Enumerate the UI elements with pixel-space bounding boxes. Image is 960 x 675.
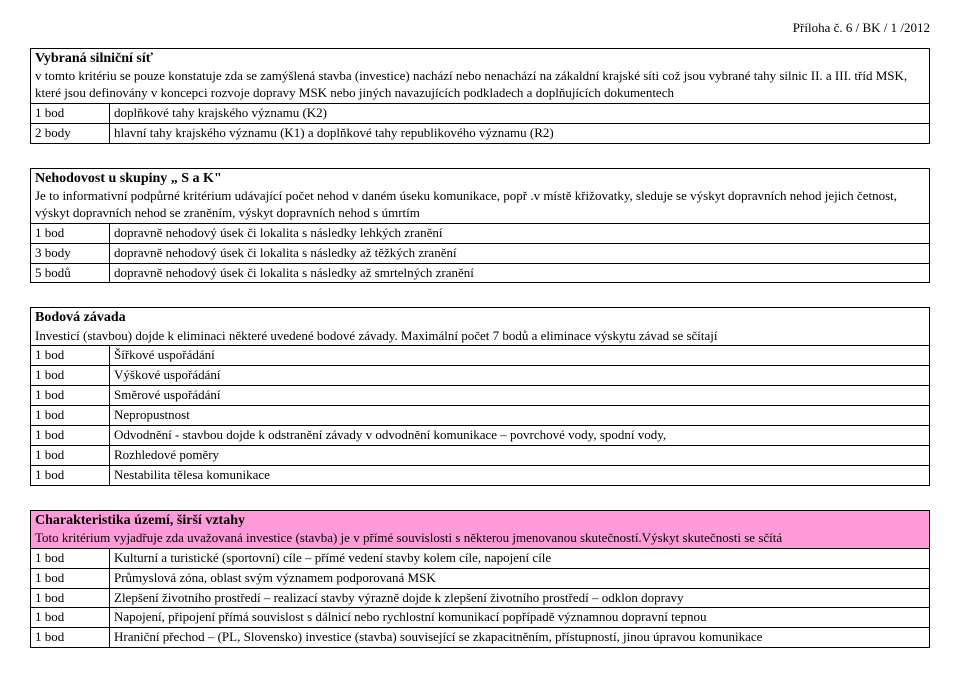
table-row: 1 bod dopravně nehodový úsek či lokalita… xyxy=(31,223,930,243)
points-cell: 1 bod xyxy=(31,568,110,588)
table-row: 1 bodRozhledové poměry xyxy=(31,445,930,465)
section2-header: Nehodovost u skupiny „ S a K" Je to info… xyxy=(31,168,930,223)
text-cell: dopravně nehodový úsek či lokalita s nás… xyxy=(110,223,930,243)
text-cell: Nestabilita tělesa komunikace xyxy=(110,465,930,485)
text-cell: doplňkové tahy krajského významu (K2) xyxy=(110,103,930,123)
table-row: 3 body dopravně nehodový úsek či lokalit… xyxy=(31,243,930,263)
section2-title: Nehodovost u skupiny „ S a K" xyxy=(35,171,222,186)
section1-header: Vybraná silniční síť v tomto kritériu se… xyxy=(31,49,930,104)
section-nehodovost: Nehodovost u skupiny „ S a K" Je to info… xyxy=(30,168,930,284)
table-row: 1 bodPrůmyslová zóna, oblast svým význam… xyxy=(31,568,930,588)
points-cell: 1 bod xyxy=(31,588,110,608)
text-cell: dopravně nehodový úsek či lokalita s nás… xyxy=(110,243,930,263)
table-row: 1 bodOdvodnění - stavbou dojde k odstran… xyxy=(31,426,930,446)
section2-desc: Je to informativní podpůrné kritérium ud… xyxy=(35,188,897,220)
text-cell: Zlepšení životního prostředí – realizací… xyxy=(110,588,930,608)
table-row: 1 bodNapojení, připojení přímá souvislos… xyxy=(31,608,930,628)
appendix-label: Příloha č. 6 / BK / 1 /2012 xyxy=(30,20,930,36)
table-row: 1 bodNepropustnost xyxy=(31,406,930,426)
points-cell: 1 bod xyxy=(31,386,110,406)
text-cell: Hraniční přechod – (PL, Slovensko) inves… xyxy=(110,628,930,648)
table-row: 1 bod doplňkové tahy krajského významu (… xyxy=(31,103,930,123)
section4-title: Charakteristika území, širší vztahy xyxy=(35,513,245,528)
text-cell: Průmyslová zóna, oblast svým významem po… xyxy=(110,568,930,588)
text-cell: Šířkové uspořádání xyxy=(110,346,930,366)
text-cell: Výškové uspořádání xyxy=(110,366,930,386)
text-cell: hlavní tahy krajského významu (K1) a dop… xyxy=(110,123,930,143)
text-cell: dopravně nehodový úsek či lokalita s nás… xyxy=(110,263,930,283)
text-cell: Odvodnění - stavbou dojde k odstranění z… xyxy=(110,426,930,446)
points-cell: 1 bod xyxy=(31,223,110,243)
text-cell: Nepropustnost xyxy=(110,406,930,426)
table-row: 1 bodHraniční přechod – (PL, Slovensko) … xyxy=(31,628,930,648)
points-cell: 1 bod xyxy=(31,103,110,123)
section4-header: Charakteristika území, širší vztahy Toto… xyxy=(31,510,930,548)
text-cell: Směrové uspořádání xyxy=(110,386,930,406)
table-row: 1 bodŠířkové uspořádání xyxy=(31,346,930,366)
section-bodova-zavada: Bodová závada Investicí (stavbou) dojde … xyxy=(30,307,930,485)
table-row: 2 body hlavní tahy krajského významu (K1… xyxy=(31,123,930,143)
text-cell: Napojení, připojení přímá souvislost s d… xyxy=(110,608,930,628)
section3-header: Bodová závada Investicí (stavbou) dojde … xyxy=(31,308,930,346)
text-cell: Rozhledové poměry xyxy=(110,445,930,465)
points-cell: 2 body xyxy=(31,123,110,143)
table-row: 1 bodZlepšení životního prostředí – real… xyxy=(31,588,930,608)
points-cell: 1 bod xyxy=(31,426,110,446)
table-row: 1 bodSměrové uspořádání xyxy=(31,386,930,406)
points-cell: 1 bod xyxy=(31,406,110,426)
section4-desc: Toto kritérium vyjadřuje zda uvažovaná i… xyxy=(35,530,782,545)
table-row: 5 bodů dopravně nehodový úsek či lokalit… xyxy=(31,263,930,283)
section-charakteristika-uzemi: Charakteristika území, širší vztahy Toto… xyxy=(30,510,930,649)
section-vybrana-silnicni-sit: Vybraná silniční síť v tomto kritériu se… xyxy=(30,48,930,144)
points-cell: 1 bod xyxy=(31,548,110,568)
section3-title: Bodová závada xyxy=(35,310,126,325)
text-cell: Kulturní a turistické (sportovní) cíle –… xyxy=(110,548,930,568)
points-cell: 1 bod xyxy=(31,608,110,628)
table-row: 1 bodKulturní a turistické (sportovní) c… xyxy=(31,548,930,568)
points-cell: 5 bodů xyxy=(31,263,110,283)
points-cell: 1 bod xyxy=(31,465,110,485)
table-row: 1 bodNestabilita tělesa komunikace xyxy=(31,465,930,485)
section1-desc: v tomto kritériu se pouze konstatuje zda… xyxy=(35,68,907,100)
section3-desc: Investicí (stavbou) dojde k eliminaci ně… xyxy=(35,328,718,343)
table-row: 1 bodVýškové uspořádání xyxy=(31,366,930,386)
points-cell: 1 bod xyxy=(31,628,110,648)
points-cell: 1 bod xyxy=(31,445,110,465)
points-cell: 3 body xyxy=(31,243,110,263)
points-cell: 1 bod xyxy=(31,346,110,366)
section1-title: Vybraná silniční síť xyxy=(35,51,153,66)
points-cell: 1 bod xyxy=(31,366,110,386)
